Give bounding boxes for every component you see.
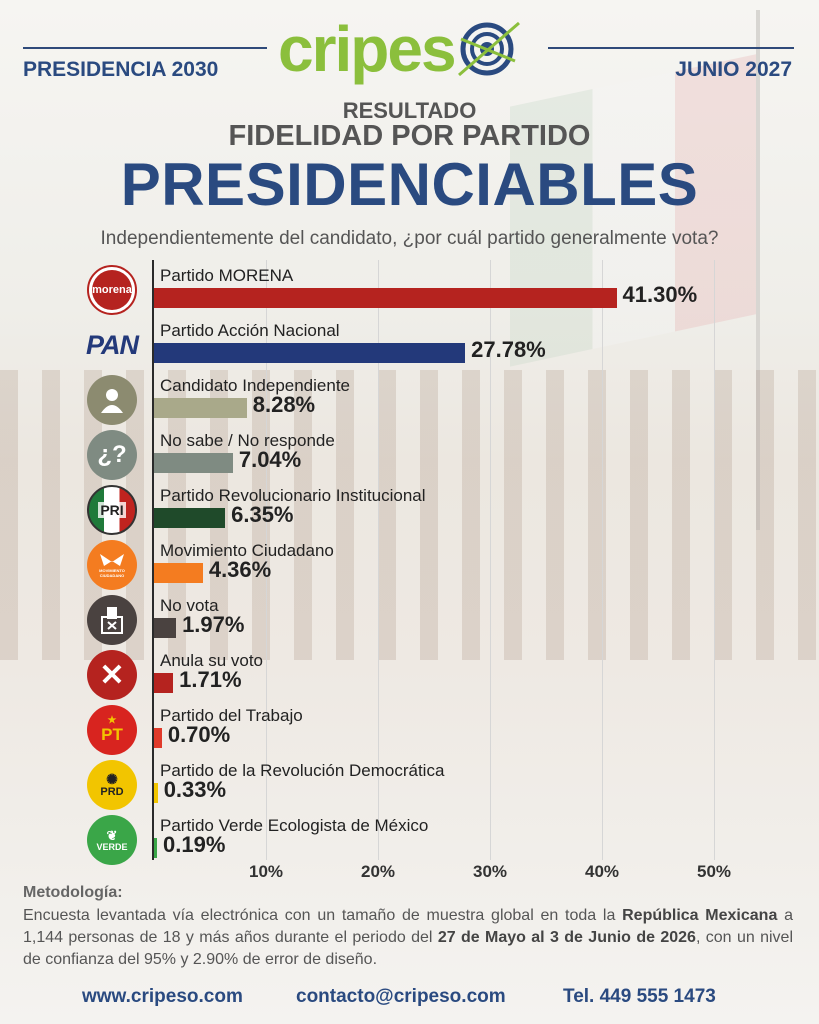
x-tick-label: 10% (248, 862, 284, 881)
gridline (490, 260, 491, 860)
bar-label: Partido Verde Ecologista de México (160, 816, 429, 835)
bar-value-label: 8.28% (252, 392, 316, 417)
methodology-part: Encuesta levantada vía electrónica con u… (23, 907, 623, 924)
methodology-bold: 27 de Mayo al 3 de Junio de 2026 (437, 929, 696, 946)
pt-logo-icon: ★ PT (87, 705, 137, 755)
bar-value-label: 0.19% (163, 832, 226, 857)
bar-value-label: 1.97% (182, 612, 245, 637)
gridline (378, 260, 379, 860)
bar-label: No sabe / No responde (160, 431, 335, 450)
person-icon (87, 375, 137, 425)
bar (154, 838, 157, 858)
title-resultado: RESULTADO (342, 98, 477, 123)
mc-logo-icon: MOVIMIENTO CIUDADANO (87, 540, 137, 590)
bar-row-no-vota: No vota 1.97% (0, 592, 819, 648)
cripeso-logo: cripes (278, 14, 521, 84)
methodology-bold: República Mexicana (622, 907, 778, 924)
prd-logo-text: PRD (100, 786, 124, 798)
bar-value-label: 1.71% (179, 667, 242, 692)
verde-logo-icon: ❦ VERDE (87, 815, 137, 865)
background-palace (0, 370, 819, 660)
bar (154, 563, 203, 583)
bar-row-pan: PAN Partido Acción Nacional 27.78% (0, 317, 819, 373)
title-fidelidad: FIDELIDAD POR PARTIDO (228, 120, 591, 152)
x-tick-label: 30% (472, 862, 508, 881)
target-icon (457, 21, 520, 77)
pri-logo-icon: PRI (87, 485, 137, 535)
methodology-part: a 1,144 personas de 18 y más años durant… (23, 907, 793, 946)
footer-website-link[interactable]: www.cripeso.com (82, 986, 243, 1007)
header-line-right (548, 47, 794, 49)
bar-row-pt: ★ PT Partido del Trabajo 0.70% (0, 702, 819, 758)
x-icon: ✕ (87, 650, 137, 700)
bar-row-morena: morena Partido MORENA 41.30% (0, 262, 819, 318)
verde-logo-text: VERDE (96, 841, 128, 852)
chart-y-axis (152, 260, 154, 860)
methodology-title: Metodología: (23, 884, 123, 901)
gridline (266, 260, 267, 860)
bar-label: Anula su voto (160, 651, 264, 670)
ballot-box-icon (87, 595, 137, 645)
pt-logo-text: PT (101, 725, 123, 744)
bar-label: Partido Acción Nacional (160, 321, 340, 340)
bar (154, 453, 233, 473)
bar-row-verde: ❦ VERDE Partido Verde Ecologista de Méxi… (0, 812, 819, 868)
logo-text: cripes (278, 13, 457, 85)
bar-label: Movimiento Ciudadano (160, 541, 334, 560)
header-line-left (23, 47, 267, 49)
bar-value-label: 0.70% (167, 722, 231, 747)
star-icon: ★ (107, 715, 117, 726)
bar (154, 398, 247, 418)
methodology-text: Encuesta levantada vía electrónica con u… (23, 905, 793, 971)
morena-logo-text: morena (92, 270, 132, 310)
footer-email-link[interactable]: contacto@cripeso.com (296, 986, 506, 1007)
header-date: JUNIO 2027 (675, 58, 792, 81)
pri-logo-text: PRI (98, 502, 126, 518)
bar (154, 728, 162, 748)
background-flagpole (756, 10, 760, 530)
pan-logo-icon: PAN (86, 320, 139, 370)
bar (154, 673, 174, 693)
bar-value-label: 6.35% (231, 502, 294, 527)
bar-value-label: 27.78% (471, 337, 546, 362)
bar-row-anula: ✕ Anula su voto 1.71% (0, 647, 819, 703)
bar (154, 288, 617, 308)
bar (154, 618, 177, 638)
x-tick-label: 50% (696, 862, 732, 881)
bar-label: Partido del Trabajo (160, 706, 303, 725)
bar-value-label: 4.36% (208, 557, 272, 582)
x-tick-label: 20% (360, 862, 396, 881)
pan-logo-text: PAN (86, 329, 139, 360)
bar-row-pri: PRI Partido Revolucionario Institucional… (0, 482, 819, 538)
bar-row-independiente: Candidato Independiente 8.28% (0, 372, 819, 428)
morena-logo-icon: morena (87, 265, 137, 315)
survey-question: Independientemente del candidato, ¿por c… (100, 228, 719, 249)
gridline (602, 260, 603, 860)
bar-label: No vota (160, 596, 219, 615)
x-tick-label: 40% (584, 862, 620, 881)
bar (154, 343, 466, 363)
bar-label: Partido de la Revolución Democrática (160, 761, 445, 780)
toucan-icon: ❦ (106, 827, 118, 843)
header-election: PRESIDENCIA 2030 (23, 58, 219, 81)
bar (154, 508, 226, 528)
bar-label: Partido Revolucionario Institucional (160, 486, 426, 505)
bar-value-label: 41.30% (622, 282, 698, 307)
title-presidenciables: PRESIDENCIABLES (120, 151, 699, 218)
question-icon: ¿? (87, 430, 137, 480)
gridline (714, 260, 715, 860)
bar (154, 783, 158, 803)
bar-label: Partido MORENA (160, 266, 294, 285)
sun-icon: ✺ (106, 771, 118, 787)
mc-logo-text: MOVIMIENTO CIUDADANO (99, 568, 125, 578)
bar-row-prd: ✺ PRD Partido de la Revolución Democráti… (0, 757, 819, 813)
prd-logo-icon: ✺ PRD (87, 760, 137, 810)
bar-row-mc: MOVIMIENTO CIUDADANO Movimiento Ciudadan… (0, 537, 819, 593)
bar-value-label: 7.04% (238, 447, 302, 472)
bar-label: Candidato Independiente (160, 376, 350, 395)
methodology-part: , con un nivel de confianza del 95% y 2.… (23, 929, 794, 968)
bar-value-label: 0.33% (163, 777, 227, 802)
bar-row-no-sabe: ¿? No sabe / No responde 7.04% (0, 427, 819, 483)
footer-phone: Tel. 449 555 1473 (563, 986, 716, 1007)
